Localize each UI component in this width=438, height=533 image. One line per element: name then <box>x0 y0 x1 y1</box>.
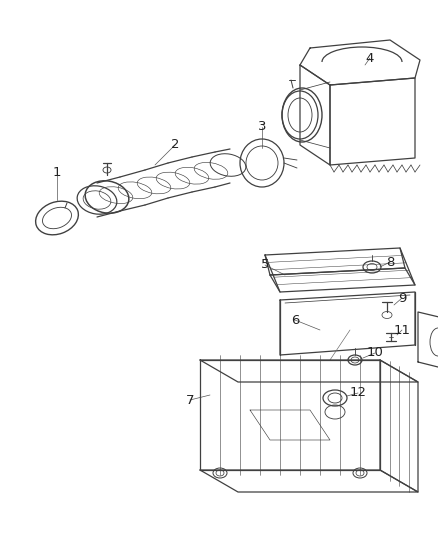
Text: 5: 5 <box>261 259 269 271</box>
Text: 1: 1 <box>53 166 61 180</box>
Text: 8: 8 <box>386 255 394 269</box>
Text: 9: 9 <box>398 292 406 304</box>
Text: 2: 2 <box>171 139 179 151</box>
Text: 4: 4 <box>366 52 374 64</box>
Text: 7: 7 <box>186 393 194 407</box>
Text: 12: 12 <box>350 386 367 400</box>
Text: 10: 10 <box>367 346 383 359</box>
Text: 3: 3 <box>258 120 266 133</box>
Text: 11: 11 <box>393 324 410 336</box>
Text: 6: 6 <box>291 313 299 327</box>
